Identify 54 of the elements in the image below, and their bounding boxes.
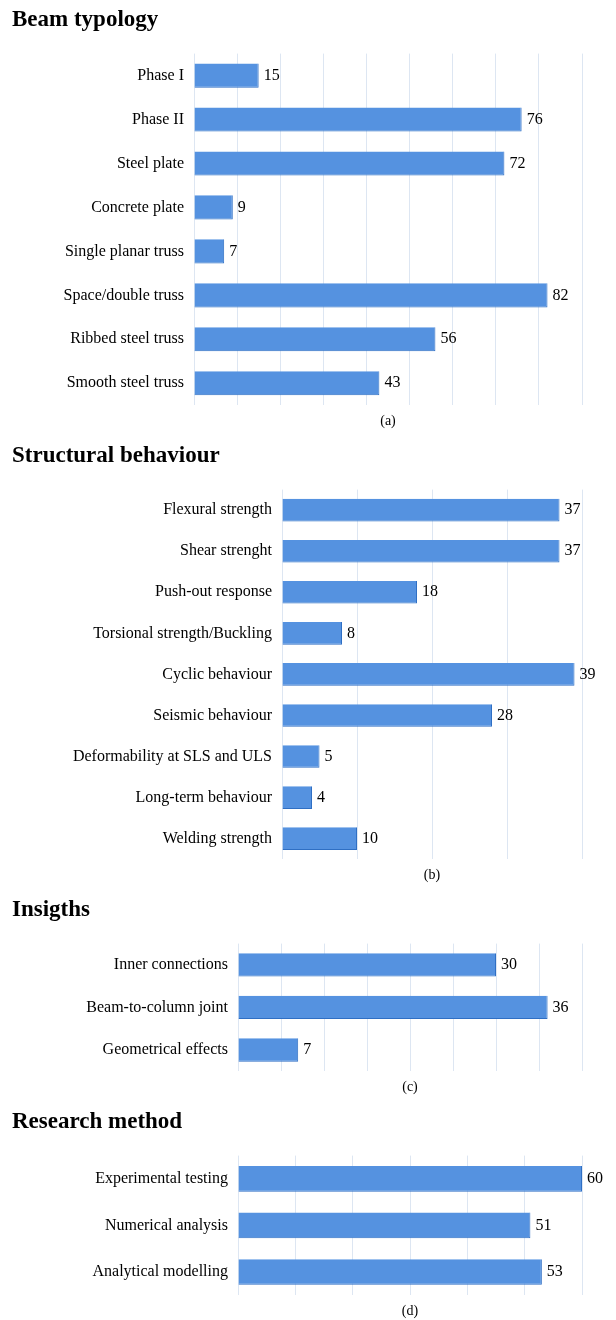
chart-title: Research method xyxy=(11,1107,184,1135)
data-label: 30 xyxy=(501,955,517,973)
y-tick-label: Phase I xyxy=(137,65,184,83)
y-tick-label: Single planar truss xyxy=(64,241,184,260)
data-label: 51 xyxy=(535,1215,552,1233)
y-tick-label: Analytical modelling xyxy=(92,1262,228,1281)
x-axis-title: (d) xyxy=(401,1303,419,1320)
data-label: 9 xyxy=(237,197,246,215)
x-axis-title: (b) xyxy=(423,867,441,884)
data-label: 53 xyxy=(546,1262,563,1280)
data-label: 72 xyxy=(509,153,526,171)
y-tick-label: Shear strenght xyxy=(180,541,273,560)
data-label: 37 xyxy=(564,500,581,518)
data-label: 43 xyxy=(384,373,401,391)
y-tick-label: Push-out response xyxy=(155,582,272,601)
chart-title: Beam typology xyxy=(11,5,160,33)
y-tick-label: Seismic behaviour xyxy=(153,705,273,723)
y-tick-label: Space/double truss xyxy=(63,285,184,304)
data-label: 37 xyxy=(564,541,581,559)
y-tick-label: Smooth steel truss xyxy=(66,373,184,391)
y-tick-label: Deformability at SLS and ULS xyxy=(72,746,272,765)
data-label: 76 xyxy=(526,109,543,127)
data-label: 8 xyxy=(347,623,355,641)
data-label: 18 xyxy=(422,582,438,600)
data-label: 60 xyxy=(587,1169,603,1187)
x-axis-title: (c) xyxy=(402,1079,419,1096)
chart-title: Structural behaviour xyxy=(11,441,221,469)
data-label: 10 xyxy=(362,828,378,846)
data-label: 56 xyxy=(440,329,457,347)
y-tick-label: Long-term behaviour xyxy=(135,787,273,806)
data-label: 28 xyxy=(497,705,513,723)
x-axis-title: (a) xyxy=(380,413,397,430)
y-tick-label: Cyclic behaviour xyxy=(162,664,273,683)
y-tick-label: Torsional strength/Buckling xyxy=(93,623,272,642)
data-label: 7 xyxy=(303,1040,312,1058)
y-tick-label: Ribbed steel truss xyxy=(70,329,184,347)
data-label: 39 xyxy=(579,664,596,682)
y-tick-label: Experimental testing xyxy=(95,1169,228,1188)
y-tick-label: Welding strength xyxy=(162,828,272,847)
y-tick-label: Phase II xyxy=(132,109,184,127)
y-tick-label: Inner connections xyxy=(113,955,228,973)
data-label: 5 xyxy=(324,746,333,764)
data-label: 15 xyxy=(263,65,280,83)
y-tick-label: Beam-to-column joint xyxy=(86,997,229,1016)
y-tick-label: Concrete plate xyxy=(91,197,184,216)
y-tick-label: Geometrical effects xyxy=(102,1040,228,1058)
data-label: 4 xyxy=(317,787,325,805)
y-tick-label: Numerical analysis xyxy=(104,1215,228,1234)
text: Insigths xyxy=(11,895,91,923)
data-label: 82 xyxy=(552,285,569,303)
y-tick-label: Flexural strength xyxy=(163,500,272,519)
data-label: 36 xyxy=(552,997,569,1015)
y-tick-label: Steel plate xyxy=(116,153,184,172)
data-label: 7 xyxy=(229,241,238,259)
